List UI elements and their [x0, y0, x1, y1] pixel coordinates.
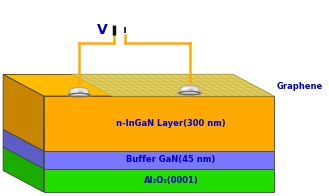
Ellipse shape [182, 87, 189, 90]
Text: Buffer GaN(45 nm): Buffer GaN(45 nm) [126, 155, 215, 164]
Ellipse shape [189, 89, 194, 91]
Ellipse shape [66, 95, 93, 97]
Polygon shape [3, 74, 273, 96]
Text: Al₂O₃(0001): Al₂O₃(0001) [143, 176, 198, 185]
Text: n-InGaN Layer(300 nm): n-InGaN Layer(300 nm) [116, 119, 226, 128]
Ellipse shape [78, 91, 83, 93]
Ellipse shape [180, 85, 199, 94]
Polygon shape [3, 147, 273, 169]
Text: V: V [97, 23, 108, 37]
Polygon shape [3, 147, 43, 192]
Polygon shape [3, 129, 273, 151]
Polygon shape [3, 129, 43, 169]
Polygon shape [43, 151, 273, 169]
Ellipse shape [176, 93, 203, 95]
Polygon shape [43, 96, 273, 151]
Text: Graphene: Graphene [277, 82, 323, 91]
Ellipse shape [178, 92, 202, 95]
Ellipse shape [69, 87, 89, 96]
Ellipse shape [67, 94, 91, 97]
Polygon shape [43, 169, 273, 192]
Ellipse shape [71, 89, 78, 92]
Polygon shape [72, 74, 273, 96]
Polygon shape [3, 74, 43, 151]
